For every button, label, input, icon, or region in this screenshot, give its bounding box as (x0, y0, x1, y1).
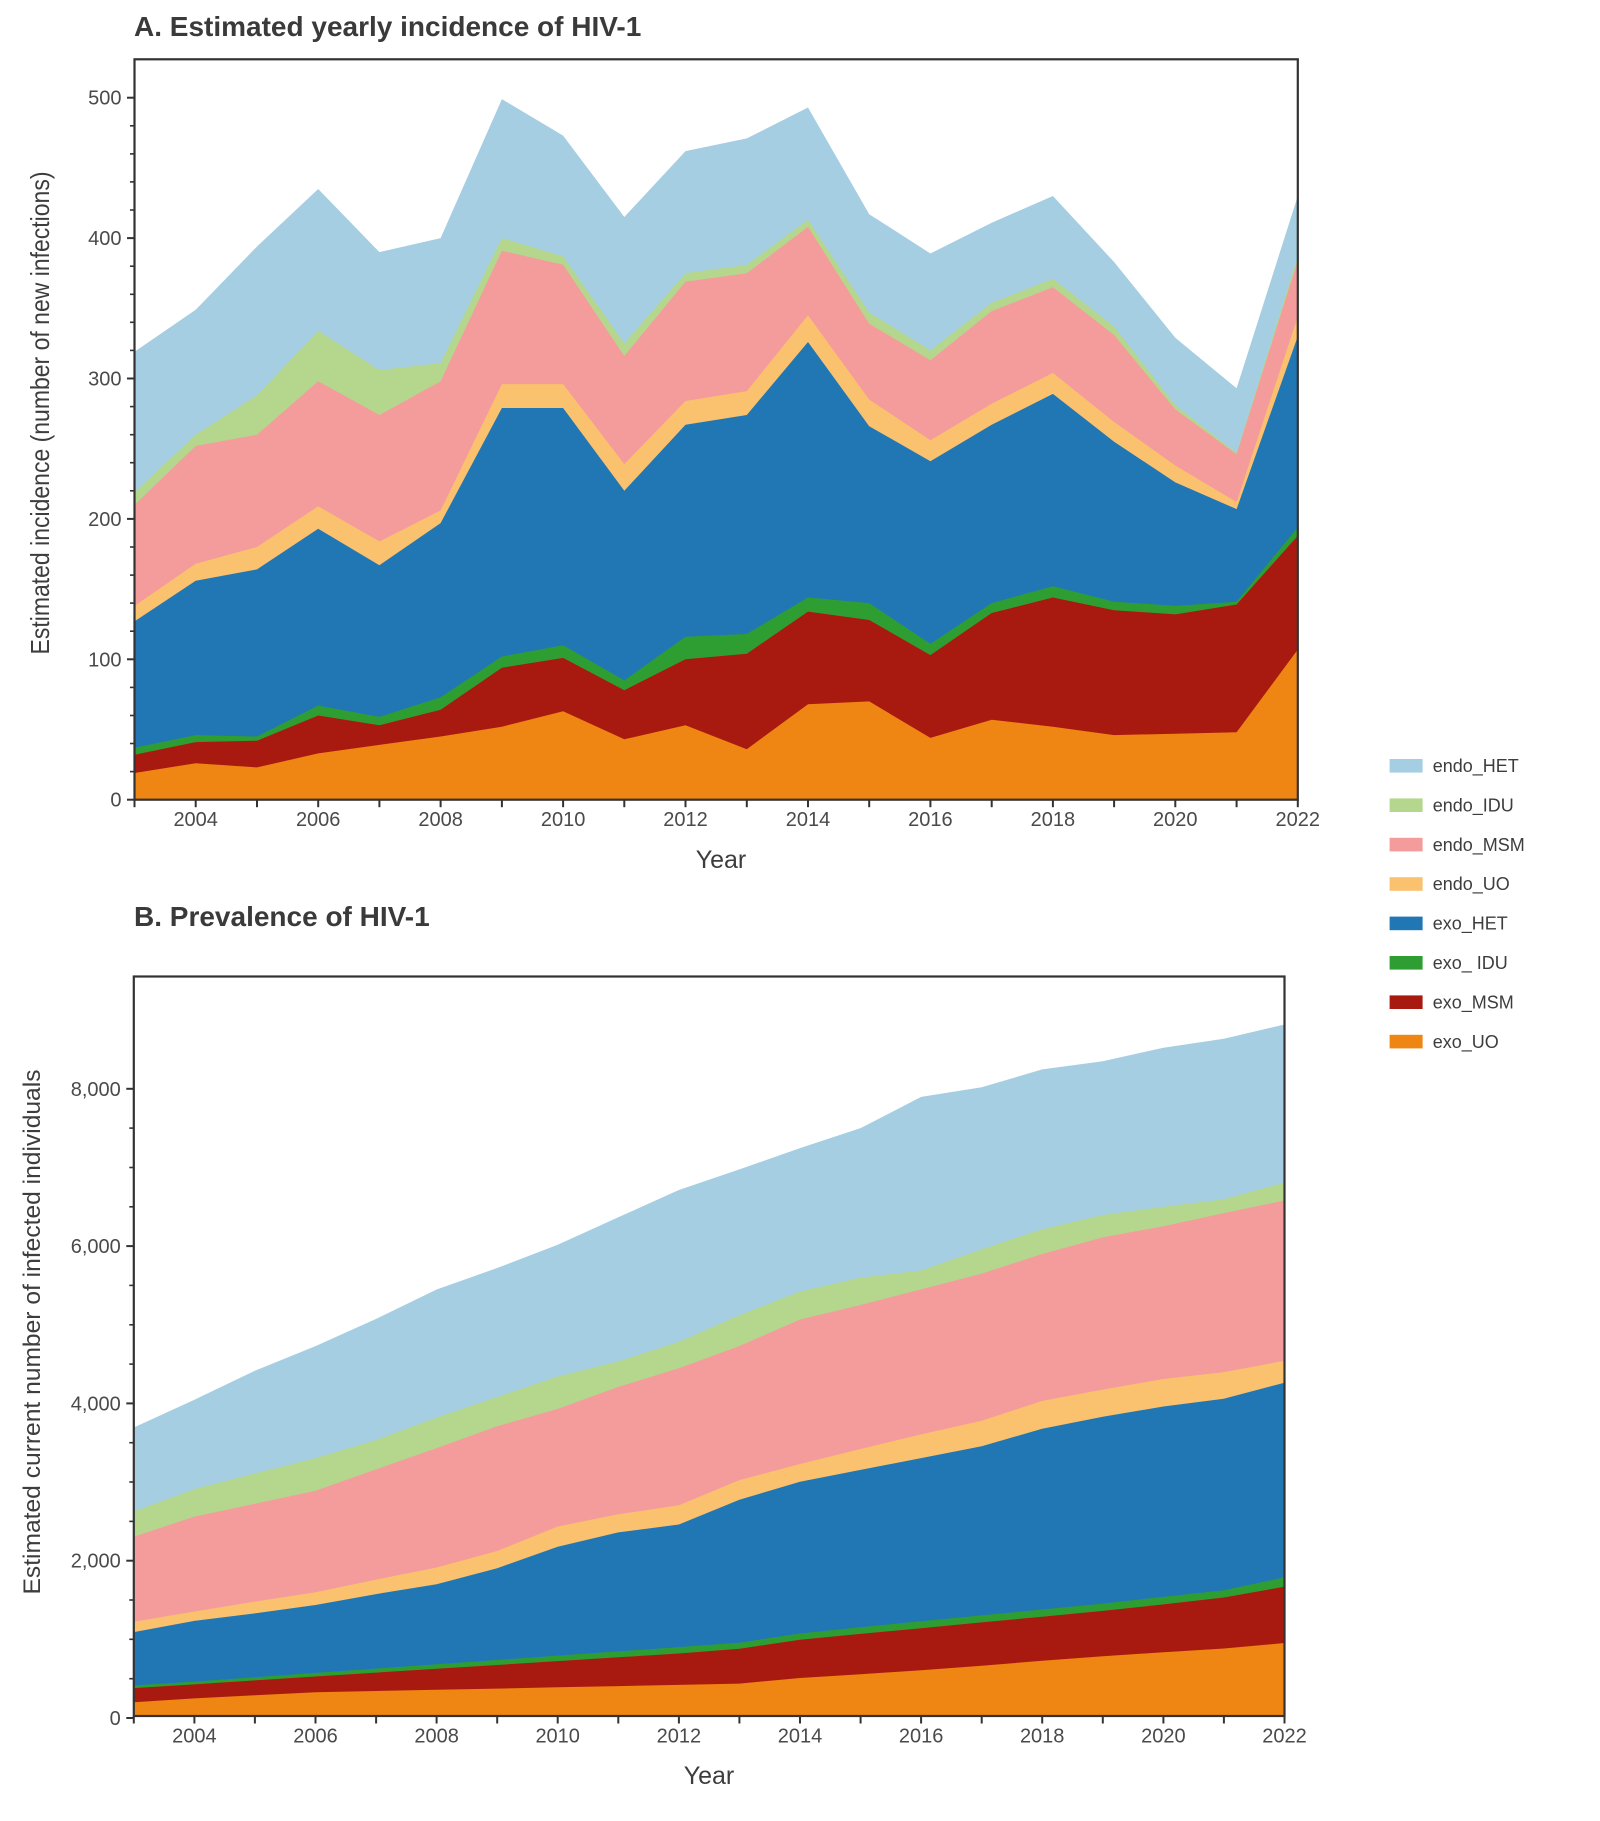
svg-text:endo_UO: endo_UO (1433, 874, 1510, 895)
svg-text:2012: 2012 (657, 1725, 702, 1747)
svg-text:0: 0 (110, 790, 121, 812)
svg-text:exo_HET: exo_HET (1433, 914, 1508, 935)
svg-text:0: 0 (110, 1708, 121, 1730)
svg-text:Estimated incidence (number o: Estimated incidence (number of new infec… (25, 172, 55, 655)
svg-text:endo_IDU: endo_IDU (1433, 795, 1514, 816)
svg-text:400: 400 (88, 228, 121, 250)
svg-text:2018: 2018 (1031, 809, 1076, 831)
svg-text:2010: 2010 (535, 1725, 580, 1747)
svg-text:300: 300 (88, 369, 121, 391)
svg-text:2022: 2022 (1262, 1725, 1307, 1747)
svg-text:8,000: 8,000 (71, 1079, 121, 1101)
svg-text:2008: 2008 (418, 809, 463, 831)
svg-text:6,000: 6,000 (71, 1236, 121, 1258)
svg-text:2012: 2012 (663, 809, 708, 831)
svg-text:Year: Year (696, 846, 747, 874)
svg-text:2004: 2004 (172, 1725, 217, 1747)
svg-text:exo_UO: exo_UO (1433, 1032, 1499, 1053)
svg-text:exo_ IDU: exo_ IDU (1433, 953, 1508, 974)
svg-text:200: 200 (88, 509, 121, 531)
svg-text:2016: 2016 (899, 1725, 944, 1747)
svg-text:2022: 2022 (1276, 809, 1321, 831)
svg-text:2020: 2020 (1141, 1725, 1186, 1747)
svg-text:2004: 2004 (173, 809, 218, 831)
svg-text:2008: 2008 (414, 1725, 459, 1747)
svg-text:2010: 2010 (541, 809, 586, 831)
svg-text:A. Estimated yearly incidence: A. Estimated yearly incidence of HIV-1 (134, 11, 641, 42)
svg-text:exo_MSM: exo_MSM (1433, 992, 1514, 1013)
svg-text:2006: 2006 (296, 809, 341, 831)
svg-text:2006: 2006 (293, 1725, 338, 1747)
svg-text:2014: 2014 (786, 809, 831, 831)
svg-text:Year: Year (684, 1762, 735, 1790)
svg-text:endo_MSM: endo_MSM (1433, 835, 1525, 856)
svg-text:4,000: 4,000 (71, 1393, 121, 1415)
svg-text:500: 500 (88, 88, 121, 110)
svg-text:endo_HET: endo_HET (1433, 756, 1519, 777)
svg-text:B. Prevalence of HIV-1: B. Prevalence of HIV-1 (134, 901, 430, 932)
svg-text:100: 100 (88, 649, 121, 671)
svg-text:2016: 2016 (908, 809, 953, 831)
svg-text:2018: 2018 (1020, 1725, 1065, 1747)
svg-text:Estimated current number of in: Estimated current number of infected ind… (19, 1070, 46, 1595)
svg-text:2,000: 2,000 (71, 1551, 121, 1573)
svg-text:2020: 2020 (1153, 809, 1198, 831)
svg-text:2014: 2014 (778, 1725, 823, 1747)
